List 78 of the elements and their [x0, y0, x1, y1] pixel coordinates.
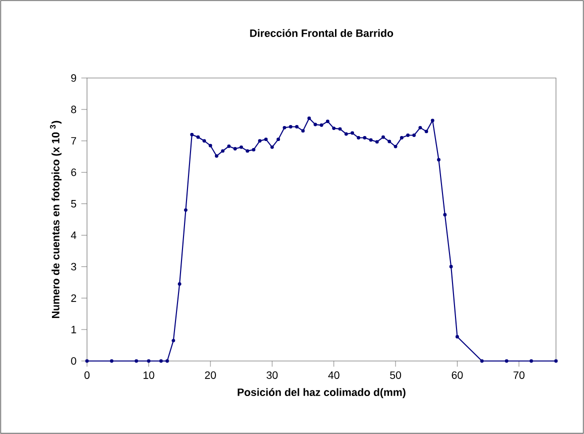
point: [362, 136, 366, 140]
point: [165, 359, 169, 363]
y-tick-label: 1: [71, 326, 76, 334]
point: [375, 140, 379, 144]
point: [196, 135, 200, 139]
point: [301, 129, 305, 133]
y-tick-label: 6: [71, 168, 76, 176]
point: [400, 136, 404, 140]
point: [369, 138, 373, 142]
point: [307, 116, 311, 120]
point: [85, 359, 89, 363]
point: [412, 133, 416, 137]
chart-title: Dirección Frontal de Barrido: [250, 29, 394, 37]
point: [406, 133, 410, 137]
point: [184, 208, 188, 212]
point: [332, 126, 336, 130]
y-tick-label: 9: [71, 74, 76, 82]
point: [233, 147, 237, 150]
point: [443, 213, 447, 217]
y-tick-label: 0: [71, 357, 76, 365]
point: [320, 123, 324, 127]
x-tick-label: 30: [266, 371, 278, 379]
y-tick-label: 8: [71, 106, 76, 114]
x-tick-label: 10: [144, 371, 154, 379]
point: [282, 126, 286, 130]
point: [214, 154, 218, 158]
point: [456, 335, 459, 339]
x-tick-label: 60: [452, 371, 463, 379]
y-axis-title: Numero de cuentas en fotopico (x 10 $^{3}$): [50, 120, 62, 318]
point: [178, 282, 182, 286]
x-axis-title: Posición del haz colimado d(mm): [238, 388, 406, 398]
point: [418, 126, 422, 130]
point: [264, 138, 268, 142]
point: [480, 359, 484, 363]
point: [190, 132, 194, 136]
point: [554, 359, 558, 363]
point: [338, 127, 342, 131]
point: [110, 359, 114, 363]
point: [208, 144, 212, 148]
point: [258, 139, 262, 143]
point: [288, 125, 292, 128]
point: [276, 138, 280, 142]
x-tick-label: 50: [390, 371, 402, 379]
point: [134, 359, 138, 363]
point: [240, 145, 244, 149]
point: [437, 158, 440, 162]
x-tick-label: 0: [84, 371, 90, 379]
point: [227, 144, 231, 148]
point: [381, 135, 385, 139]
y-tick-label: 3: [71, 262, 76, 270]
point: [326, 120, 330, 124]
point: [221, 149, 224, 153]
point: [252, 148, 256, 152]
point: [270, 145, 274, 149]
point: [202, 139, 206, 143]
point: [295, 125, 299, 128]
point: [449, 264, 453, 268]
point: [530, 359, 534, 363]
point: [388, 140, 392, 144]
y-tick-label: 2: [71, 294, 76, 302]
point: [146, 359, 150, 363]
point: [172, 338, 176, 342]
y-tick-label: 4: [70, 232, 76, 239]
point: [356, 136, 360, 140]
point: [314, 122, 318, 126]
y-tick-label: 5: [71, 200, 76, 208]
x-tick-label: 40: [328, 371, 340, 379]
point: [246, 149, 250, 153]
point: [344, 132, 348, 136]
point: [430, 118, 434, 122]
point: [424, 130, 428, 134]
x-tick-label: 20: [205, 371, 216, 379]
point: [394, 144, 398, 148]
point: [504, 359, 508, 363]
point: [350, 131, 354, 135]
point: [159, 359, 163, 363]
y-tick-label: 7: [71, 137, 76, 145]
x-tick-label: 70: [514, 371, 524, 379]
